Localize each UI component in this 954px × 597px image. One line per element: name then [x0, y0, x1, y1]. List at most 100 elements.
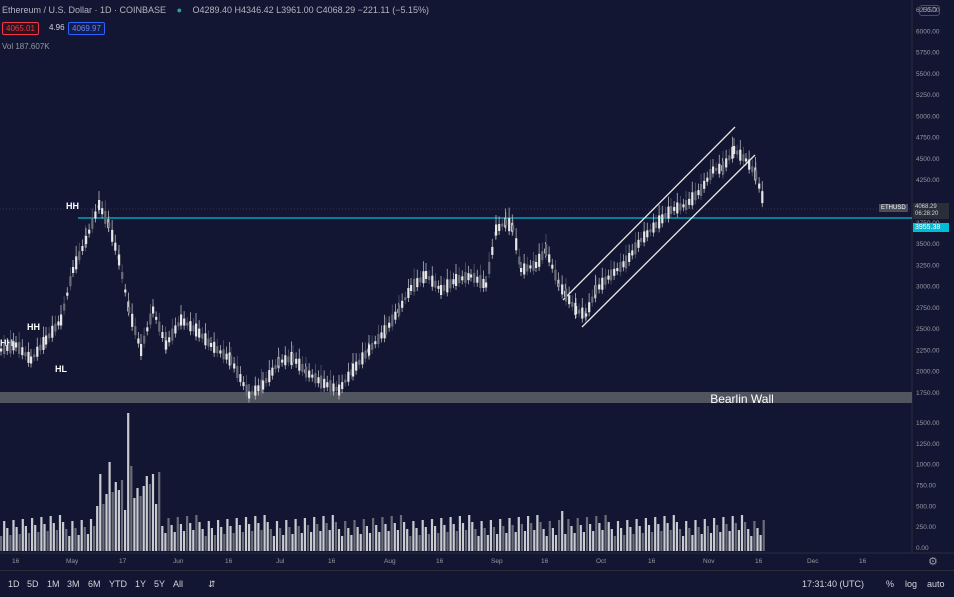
volume-bar	[390, 516, 393, 551]
candle-body	[168, 337, 171, 343]
volume-bar	[201, 529, 204, 551]
candle-body	[394, 311, 397, 320]
candle-body	[251, 391, 254, 395]
volume-bar	[15, 527, 18, 551]
volume-tick-label: 1250.00	[916, 441, 940, 448]
volume-bar	[508, 518, 511, 551]
candle-body	[601, 277, 604, 290]
zone-label: Bearlin Wall	[710, 392, 774, 406]
candle-body	[578, 309, 581, 314]
channel-upper-line[interactable]	[562, 126, 736, 301]
volume-bar	[731, 516, 734, 551]
candle-body	[314, 373, 317, 384]
volume-bar	[558, 520, 561, 551]
range-1d[interactable]: 1D	[8, 579, 20, 589]
candle-body	[508, 218, 511, 232]
range-ytd[interactable]: YTD	[109, 579, 127, 589]
candle-body	[739, 149, 742, 161]
volume-axis[interactable]: 1500.00 1250.00 1000.00 750.00 500.00 250.00 0…	[916, 420, 940, 552]
range-6m[interactable]: 6M	[88, 579, 101, 589]
candle-body	[341, 382, 344, 390]
volume-bar	[471, 522, 474, 551]
candle-body	[725, 158, 728, 168]
range-5d[interactable]: 5D	[27, 579, 39, 589]
range-1y[interactable]: 1Y	[135, 579, 147, 589]
candle-body	[676, 202, 679, 214]
candle-body	[640, 238, 643, 242]
candle-body	[646, 230, 649, 238]
auto-toggle[interactable]: auto	[927, 579, 945, 589]
candle-body	[245, 384, 248, 396]
volume-bar	[713, 518, 716, 551]
volume-bar	[548, 521, 551, 551]
volume-bar	[424, 527, 427, 551]
candle-body	[236, 366, 239, 379]
candle-body	[262, 380, 265, 390]
volume-bar	[93, 526, 96, 551]
volume-bar	[220, 527, 223, 551]
clock-display[interactable]: 17:31:40 (UTC)	[802, 579, 865, 589]
annotation-hh-mid: HH	[27, 322, 40, 332]
volume-bar	[328, 530, 331, 551]
price-chart[interactable]: Bearlin Wall HH HH HH HL 6250.00 6000.00 5…	[0, 0, 954, 570]
volume-bar	[406, 529, 409, 551]
volume-bar	[362, 519, 365, 551]
log-toggle[interactable]: log	[905, 579, 918, 589]
volume-bar	[387, 531, 390, 551]
range-5y[interactable]: 5Y	[154, 579, 166, 589]
volume-bar	[74, 528, 77, 551]
spread-value: 4.96	[49, 23, 65, 32]
volume-bar	[483, 528, 486, 551]
currency-selector[interactable]: USD	[919, 5, 940, 16]
bearlin-wall-zone[interactable]	[0, 392, 912, 403]
range-3m[interactable]: 3M	[67, 579, 80, 589]
volume-bar	[384, 524, 387, 551]
price-axis[interactable]: 6250.00 6000.00 5750.00 5500.00 5250.00 5000.…	[916, 7, 940, 397]
volume-bar	[632, 534, 635, 551]
volume-bar	[142, 486, 145, 551]
volume-bar	[685, 521, 688, 551]
range-1m[interactable]: 1M	[47, 579, 60, 589]
price-tick-label: 3500.00	[916, 241, 940, 248]
last-price-value: 4068.29	[915, 204, 937, 210]
candle-body	[558, 283, 561, 287]
percent-toggle[interactable]: %	[886, 579, 895, 589]
volume-bar	[666, 523, 669, 551]
volume-bar	[279, 528, 282, 551]
bid-price[interactable]: 4065.01	[2, 22, 39, 35]
candle-body	[161, 332, 164, 339]
volume-bar	[468, 515, 471, 551]
volume-bar	[347, 528, 350, 551]
volume-bar	[381, 517, 384, 551]
candle-body	[391, 314, 394, 327]
volume-bar	[582, 532, 585, 551]
symbol-title[interactable]: Ethereum / U.S. Dollar · 1D · COINBASE	[2, 5, 167, 15]
candle-body	[347, 371, 350, 382]
candle-body	[323, 378, 326, 388]
volume-bar	[539, 522, 542, 551]
candle-body	[575, 306, 578, 314]
candle-body	[649, 229, 652, 233]
ask-price[interactable]: 4069.97	[68, 22, 105, 35]
time-axis[interactable]: 16 May 17 Jun 16 Jul 16 Aug 16 Sep 16 Oct 16 Nov 16 Dec…	[12, 558, 867, 565]
volume-bar	[703, 519, 706, 551]
candle-body	[685, 200, 688, 210]
candle-body	[416, 278, 419, 288]
volume-bar	[393, 523, 396, 551]
channel-lower-line[interactable]	[581, 154, 756, 328]
time-tick-label: 16	[436, 558, 444, 565]
range-all[interactable]: All	[173, 579, 184, 589]
compare-icon[interactable]: ⇵	[208, 579, 216, 589]
price-tick-label: 4250.00	[916, 177, 940, 184]
candle-body	[758, 183, 761, 189]
time-tick-label: Nov	[703, 558, 715, 565]
candle-body	[512, 225, 515, 231]
settings-gear-icon[interactable]: ⚙	[928, 556, 938, 568]
volume-bar	[195, 515, 198, 551]
volume-bar	[291, 534, 294, 551]
candle-body	[532, 260, 535, 271]
volume-bar	[350, 535, 353, 551]
volume-bar	[229, 526, 232, 551]
price-tick-label: 2250.00	[916, 347, 940, 354]
candle-body	[404, 297, 407, 301]
